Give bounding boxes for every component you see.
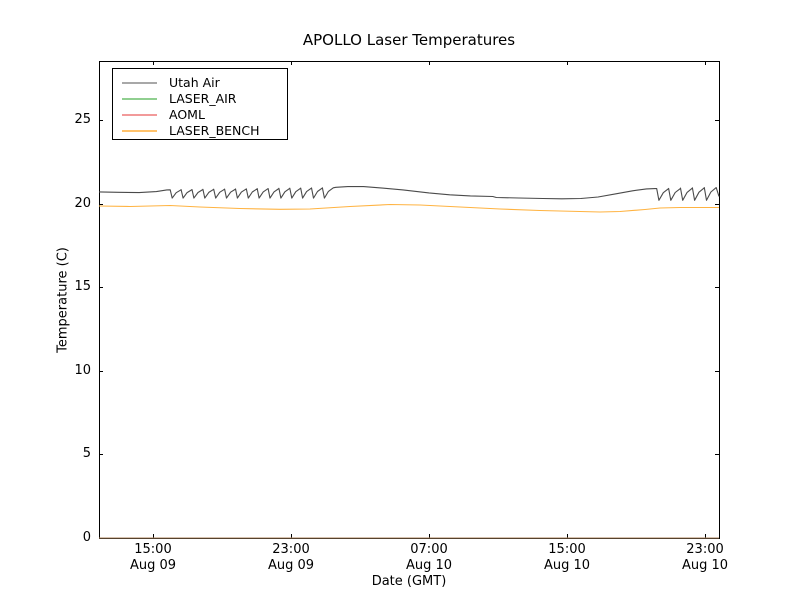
legend-item-aoml: AOML xyxy=(122,107,287,122)
x-axis-label: Date (GMT) xyxy=(371,574,447,589)
series-line-utah-air xyxy=(98,186,720,201)
x-tick-label: 15:00 Aug 10 xyxy=(543,542,591,573)
aoml-line-swatch xyxy=(122,113,157,116)
y-tick-label: 20 xyxy=(74,195,91,211)
laser-air-line-swatch xyxy=(122,97,157,100)
x-tick-label: 07:00 Aug 10 xyxy=(405,542,453,573)
series-line-laser-bench xyxy=(98,203,719,213)
x-tick-label: 23:00 Aug 09 xyxy=(267,542,315,573)
legend-item-laser-air: LASER_AIR xyxy=(122,91,287,106)
y-tick-label: 5 xyxy=(82,446,91,462)
chart-title: APOLLO Laser Temperatures xyxy=(302,31,516,49)
x-tick-label: 15:00 Aug 09 xyxy=(129,542,177,573)
legend: Utah Air LASER_AIR AOML LASER_BENCH xyxy=(112,68,288,140)
legend-item-laser-bench: LASER_BENCH xyxy=(122,123,287,138)
legend-label: AOML xyxy=(169,107,205,122)
utah-air-line-swatch xyxy=(122,81,157,84)
x-tick-label: 23:00 Aug 10 xyxy=(681,542,729,573)
legend-item-utah-air: Utah Air xyxy=(122,75,287,90)
y-tick-label: 25 xyxy=(74,112,91,128)
legend-label: Utah Air xyxy=(169,75,220,90)
y-tick-label: 15 xyxy=(74,279,91,295)
laser-bench-line-swatch xyxy=(122,129,157,132)
y-tick-label: 0 xyxy=(82,530,91,545)
y-tick-label: 10 xyxy=(74,362,91,378)
legend-label: LASER_AIR xyxy=(169,91,237,106)
legend-label: LASER_BENCH xyxy=(169,123,260,138)
